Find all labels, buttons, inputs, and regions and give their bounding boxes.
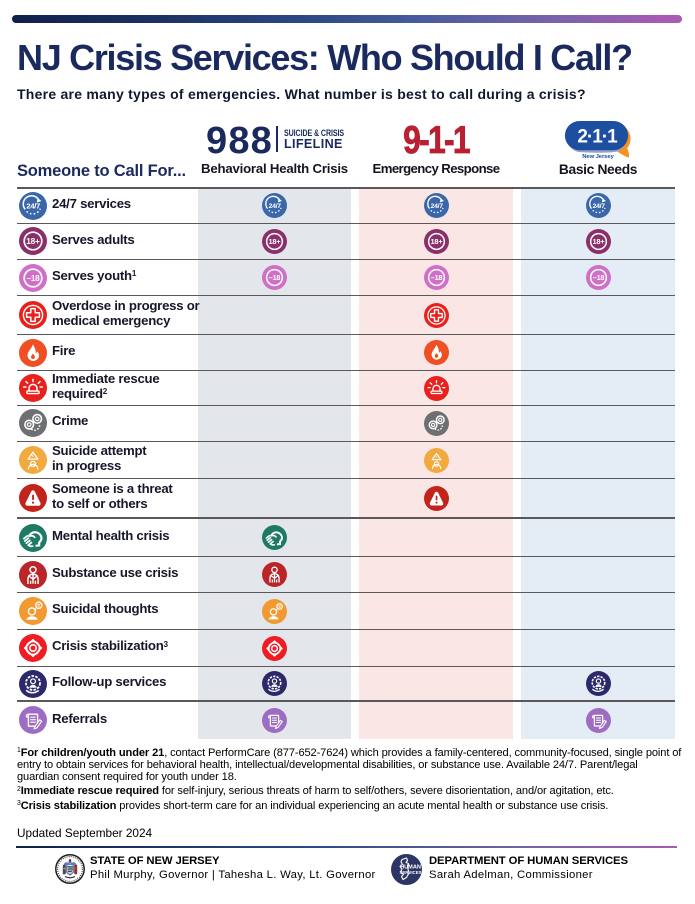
svg-text:HUMAN: HUMAN	[400, 865, 421, 871]
svg-text:2·1·1: 2·1·1	[577, 127, 618, 148]
svg-text:SERVICES: SERVICES	[399, 870, 421, 875]
